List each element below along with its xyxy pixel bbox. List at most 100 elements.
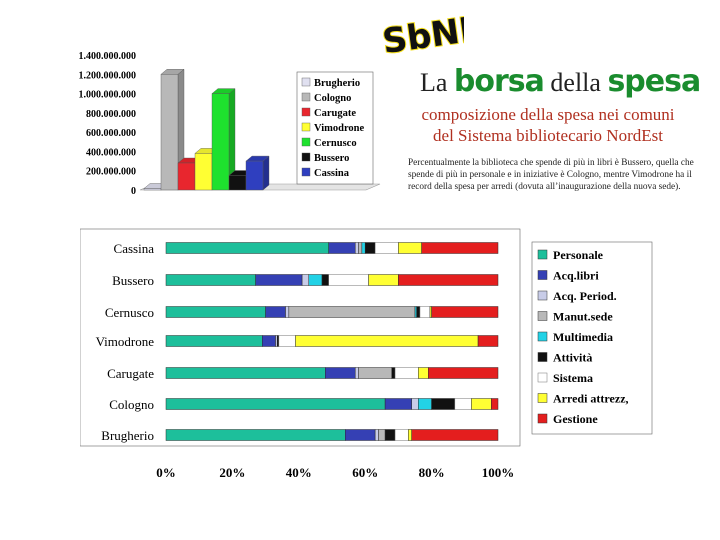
subtitle-line-1: composizione della spesa nei comuni [421,105,675,124]
bar [211,93,230,191]
legend-swatch [301,152,311,162]
title-prefix: La [420,68,448,97]
bar-side [262,155,270,191]
legend-swatch [537,393,548,403]
sbne-logo: SbNE [379,8,464,60]
legend-swatch [537,249,548,260]
bar [160,74,179,191]
bar-segment [364,242,376,254]
bar-segment [398,274,499,286]
bar-segment [431,306,499,318]
y-tick-label: 800.000.000 [86,109,136,120]
note-paragraph: Percentualmente la biblioteca che spende… [408,158,694,192]
x-tick-label: 60% [352,465,378,480]
x-tick-label: 20% [219,465,245,480]
bar-segment [419,306,431,318]
bar-segment [398,242,422,254]
spending-3d-bar-chart: 0 200.000.000 400.000.000 600.000.000 800.00… [79,51,381,197]
x-tick-label: 40% [286,465,312,480]
legend-swatch [301,167,311,177]
legend-label: Bussero [314,153,349,164]
bar-segment [354,242,359,254]
y-tick-label: 400.000.000 [86,147,136,158]
bar-segment [418,367,429,379]
legend-swatch [537,413,548,424]
title-middle: della [550,68,601,97]
legend-box [531,241,653,435]
bar-segment [421,242,499,254]
bar-segment [491,398,499,410]
bar-segment [384,398,412,410]
bar-segment [278,335,296,347]
bar-segment [477,335,499,347]
bar-segment [301,274,310,286]
legend-label: Cernusco [314,138,357,149]
bar-segment [378,429,386,441]
bar-segment [374,242,399,254]
y-tick-label: 1.200.000.000 [79,70,137,81]
legend-label: Personale [553,248,604,262]
bar-segment [454,398,472,410]
y-tick-label: 1.400.000.000 [79,51,137,62]
y-tick-label: 0 [131,186,136,197]
legend-swatch [537,352,548,362]
category-label: Cassina [114,241,155,256]
category-label: Cologno [109,397,154,412]
title-word-borsa: borsa [453,64,545,99]
bar-segment [165,274,256,286]
legend-swatch [537,290,548,301]
bar-segment [394,429,409,441]
subtitle-line-2: del Sistema bibliotecario NordEst [433,126,663,145]
bar-segment [165,335,263,347]
bar [245,160,264,191]
bar-segment [328,242,356,254]
bar-segment [384,429,396,441]
category-label: Carugate [107,366,154,381]
legend-swatch [537,311,548,321]
y-tick-label: 600.000.000 [86,128,136,139]
legend-label: Manut.sede [553,310,613,324]
bar [194,153,213,191]
legend-label: Carugate [314,108,356,119]
legend-label: Acq.libri [553,269,599,283]
legend-swatch [537,270,548,280]
title-word-spesa: spesa [607,64,701,99]
bar-segment [358,367,393,379]
legend-swatch [301,92,311,102]
bar-segment [285,306,290,318]
spending-composition-chart: Cassina Bussero Cernusco Vimodrone Carugate C… [80,228,653,480]
bar-segment [416,306,421,318]
legend-swatch [301,122,311,132]
bar [177,162,196,191]
y-tick-label: 1.000.000.000 [79,90,137,101]
x-tick-label: 100% [482,465,515,480]
bar-segment [328,274,369,286]
legend-label: Gestione [553,412,598,426]
plot-frame [80,228,521,447]
bar-segment [471,398,492,410]
bar-segment [394,367,419,379]
legend-label: Attività [553,351,592,365]
legend-swatch [537,372,548,383]
legend-label: Vimodrone [314,123,365,134]
bar-segment [358,242,363,254]
x-tick-label: 0% [156,465,176,480]
page-subtitle: composizione della spesa nei comuni del … [398,104,698,146]
bar [228,175,247,191]
bar-segment [165,242,329,254]
bar-segment [165,398,386,410]
x-tick-label: 80% [419,465,445,480]
legend-label: Arredi attrezz, [553,392,629,406]
legend-swatch [537,331,548,342]
page-title: La borsa della spesa [420,64,701,99]
bar-segment [354,367,359,379]
legend-swatch [301,107,311,117]
legend-label: Cassina [314,168,350,179]
bar-segment [345,429,376,441]
legend-label: Cologno [314,93,351,104]
y-tick-label: 200.000.000 [86,167,136,178]
bar-segment [165,306,266,318]
legend-label: Brugherio [314,78,360,89]
bar-segment [411,398,419,410]
bar-segment [262,335,276,347]
